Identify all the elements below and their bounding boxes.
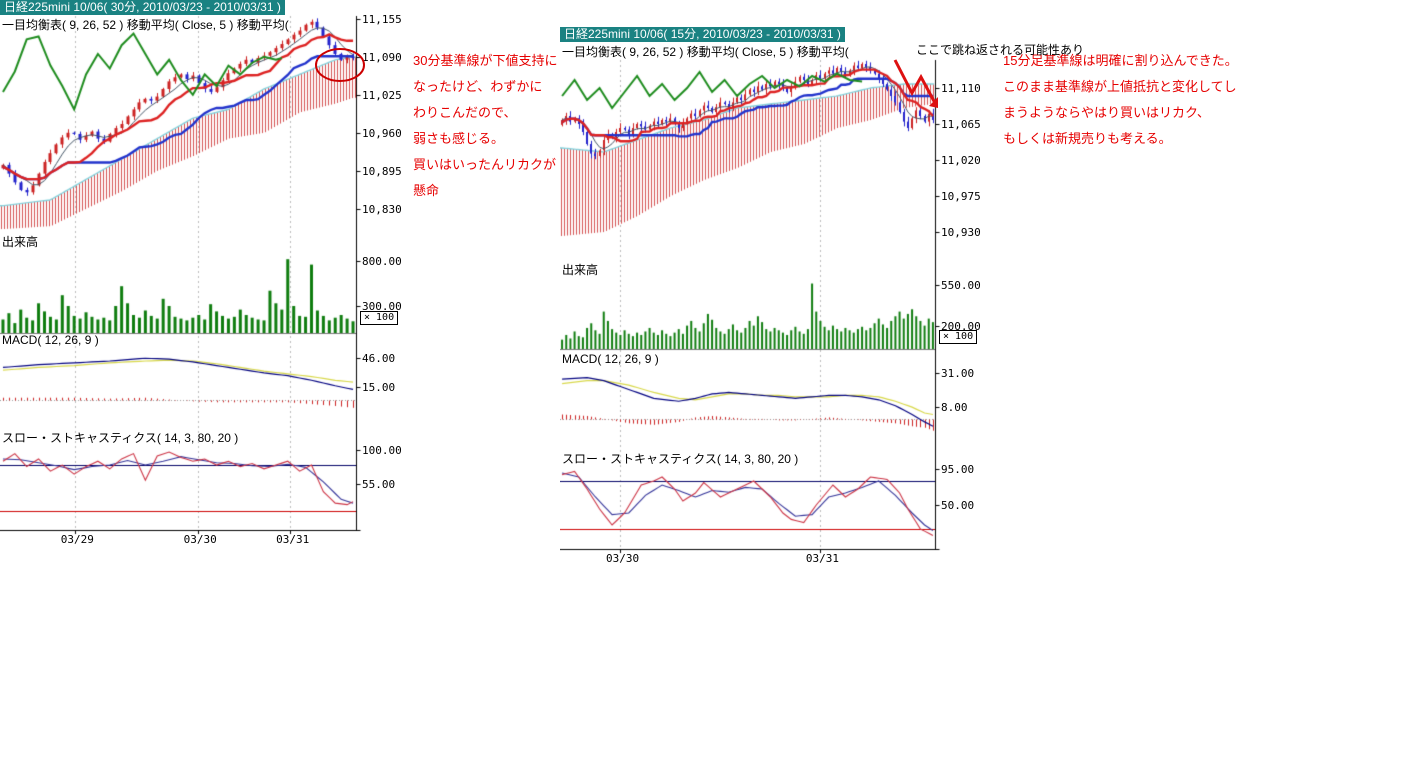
stoch-axis-label: 95.00 — [941, 463, 975, 476]
bounce-possibility-note: ここで跳ね返される可能性あり — [916, 43, 1085, 57]
volume-pane-label: 出来高 — [562, 263, 599, 277]
price-axis-label: 10,975 — [941, 190, 981, 203]
macd-pane-label: MACD( 12, 26, 9 ) — [2, 333, 99, 347]
note-line: 15分足基準線は明確に割り込んできた。 — [1003, 53, 1238, 68]
analyst-note-30min: 30分基準線が下値支持に なったけど、わずかに わりこんだので、 弱さも感じる。… — [413, 48, 557, 204]
stoch-axis-label: 55.00 — [362, 478, 396, 491]
stoch-axis-label: 50.00 — [941, 499, 975, 512]
macd-axis-label: 15.00 — [362, 381, 396, 394]
stoch-pane-label: スロー・ストキャスティクス( 14, 3, 80, 20 ) — [562, 452, 799, 466]
date-label: 03/30 — [606, 552, 640, 565]
macd-axis-label: 46.00 — [362, 352, 396, 365]
note-line: 弱さも感じる。 — [413, 131, 505, 146]
note-line: わりこんだので、 — [413, 105, 517, 120]
indicator-legend: 一目均衡表( 9, 26, 52 ) 移動平均( Close, 5 ) 移動平均… — [2, 18, 289, 32]
volume-unit: × 100 — [360, 311, 399, 325]
volume-pane-label: 出来高 — [2, 235, 39, 249]
price-axis-label: 11,065 — [941, 118, 981, 131]
price-axis-label: 11,090 — [362, 51, 402, 64]
chart-title-bar: 日経225mini 10/06( 30分, 2010/03/23 - 2010/… — [0, 0, 285, 15]
date-label: 03/29 — [60, 533, 94, 546]
price-axis-label: 10,895 — [362, 165, 402, 178]
volume-axis-label: 200.00 — [941, 320, 981, 333]
chart-panel-15min: 日経225mini 10/06( 15分, 2010/03/23 - 2010/… — [560, 27, 990, 567]
price-axis-label: 10,830 — [362, 203, 402, 216]
chart-canvas-15min[interactable] — [560, 27, 990, 567]
price-axis-label: 11,020 — [941, 154, 981, 167]
price-axis-label: 10,930 — [941, 226, 981, 239]
note-line: 30分基準線が下値支持に — [413, 53, 558, 68]
date-label: 03/31 — [805, 552, 839, 565]
stoch-axis-label: 100.00 — [362, 444, 402, 457]
price-axis-label: 11,155 — [362, 13, 402, 26]
note-line: 懸命 — [413, 183, 440, 198]
volume-unit: × 100 — [939, 330, 978, 344]
date-label: 03/31 — [276, 533, 310, 546]
note-line: もしくは新規売りも考える。 — [1003, 131, 1172, 146]
analyst-note-15min: 15分足基準線は明確に割り込んできた。 このまま基準線が上値抵抗と変化してし ま… — [1003, 48, 1238, 152]
chart-panel-30min: 日経225mini 10/06( 30分, 2010/03/23 - 2010/… — [0, 0, 404, 556]
chart-canvas-30min[interactable] — [0, 0, 404, 556]
indicator-legend: 一目均衡表( 9, 26, 52 ) 移動平均( Close, 5 ) 移動平均… — [562, 45, 849, 59]
stoch-pane-label: スロー・ストキャスティクス( 14, 3, 80, 20 ) — [2, 431, 239, 445]
note-line: なったけど、わずかに — [413, 79, 543, 94]
date-label: 03/30 — [183, 533, 217, 546]
volume-axis-label: 300.00 — [362, 300, 402, 313]
price-axis-label: 10,960 — [362, 127, 402, 140]
price-axis-label: 11,110 — [941, 82, 981, 95]
chart-title-bar: 日経225mini 10/06( 15分, 2010/03/23 - 2010/… — [560, 27, 845, 42]
note-line: このまま基準線が上値抵抗と変化してし — [1003, 79, 1237, 94]
macd-axis-label: 31.00 — [941, 367, 975, 380]
note-line: まうようならやはり買いはリカク、 — [1003, 105, 1210, 120]
note-line: 買いはいったんリカクが — [413, 157, 557, 172]
volume-axis-label: 800.00 — [362, 255, 402, 268]
macd-pane-label: MACD( 12, 26, 9 ) — [562, 352, 659, 366]
price-axis-label: 11,025 — [362, 89, 402, 102]
macd-axis-label: 8.00 — [941, 401, 968, 414]
volume-axis-label: 550.00 — [941, 279, 981, 292]
